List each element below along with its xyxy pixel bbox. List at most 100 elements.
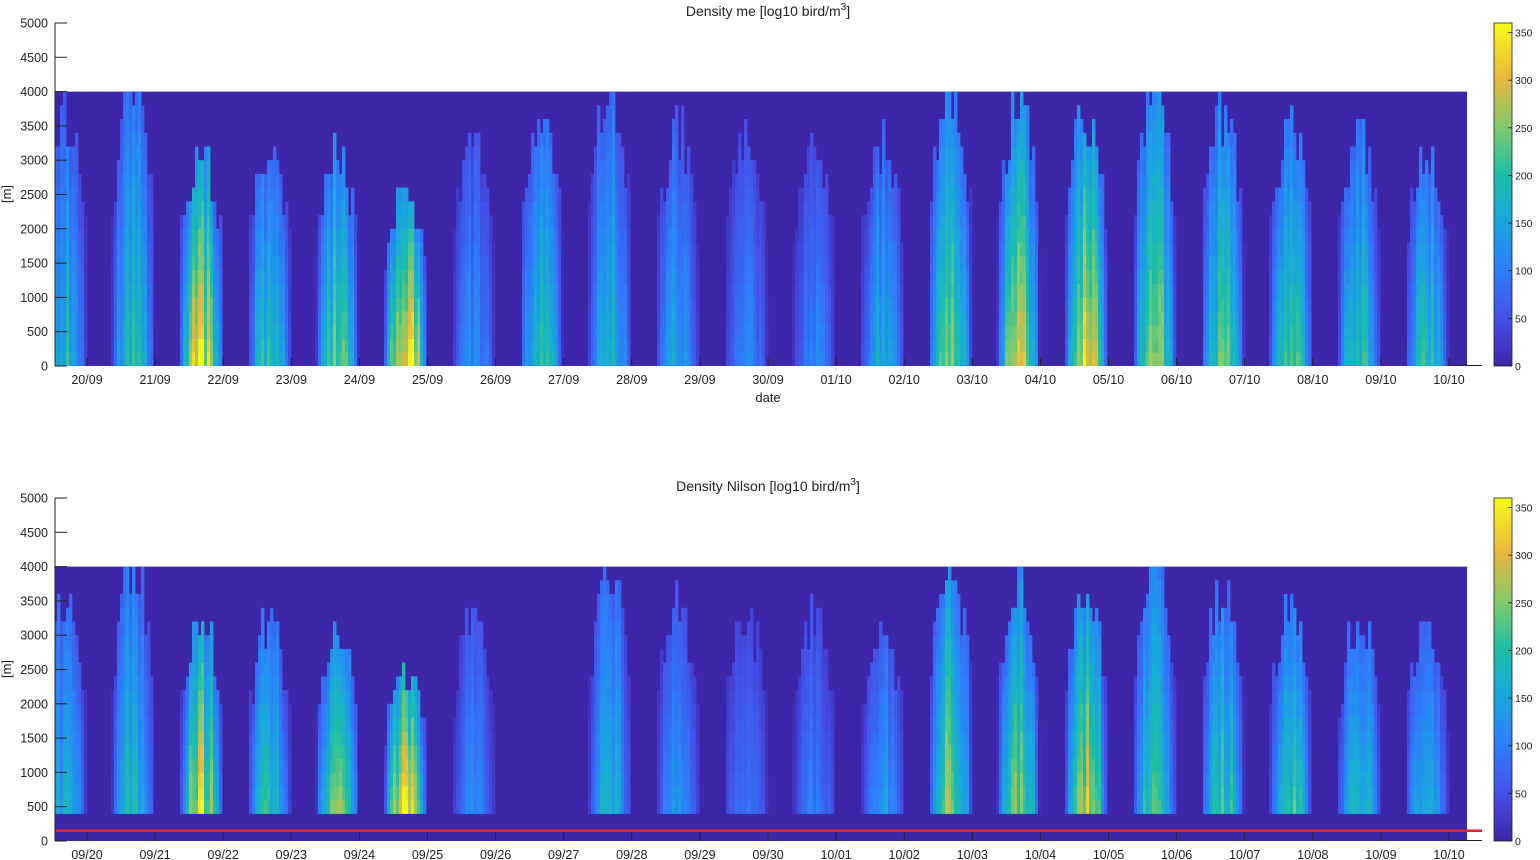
heatmap-cell [270, 187, 274, 202]
heatmap-cell [1341, 270, 1345, 285]
heatmap-cell [1218, 146, 1222, 161]
heatmap-cell [1014, 338, 1018, 353]
heatmap-cell [1233, 352, 1237, 366]
heatmap-cell [258, 731, 262, 746]
heatmap-cell [249, 352, 253, 366]
heatmap-cell [864, 270, 868, 285]
y-axis-label: [m] [0, 185, 14, 203]
heatmap-cell [60, 270, 64, 285]
heatmap-cell [1275, 201, 1279, 216]
heatmap-cell [954, 311, 958, 326]
heatmap-cell [867, 297, 871, 312]
heatmap-cell [864, 338, 868, 353]
heatmap-cell [471, 283, 475, 298]
heatmap-cell [207, 256, 211, 271]
heatmap-cell [939, 256, 943, 271]
heatmap-cell [198, 228, 202, 243]
heatmap-cell [549, 297, 553, 312]
heatmap-cell [477, 160, 481, 175]
heatmap-cell [549, 173, 553, 188]
heatmap-cell [1239, 352, 1243, 366]
heatmap-cell [942, 297, 946, 312]
heatmap-cell [1134, 338, 1138, 353]
heatmap-cell [114, 745, 118, 760]
heatmap-cell [342, 215, 346, 230]
heatmap-cell [189, 311, 193, 326]
heatmap-cell [675, 105, 679, 120]
heatmap-cell [261, 772, 265, 787]
heatmap-cell [810, 311, 814, 326]
heatmap-cell [477, 187, 481, 202]
heatmap-cell [117, 648, 121, 663]
heatmap-cell [531, 311, 535, 326]
heatmap-cell [894, 338, 898, 353]
heatmap-cell [732, 173, 736, 188]
heatmap-cell [1446, 283, 1450, 298]
heatmap-cell [669, 201, 673, 216]
heatmap-cell [351, 324, 355, 339]
heatmap-cell [528, 297, 532, 312]
heatmap-cell [1065, 256, 1069, 271]
heatmap-cell [1419, 228, 1423, 243]
heatmap-cell [531, 132, 535, 147]
heatmap-cell [1275, 297, 1279, 312]
heatmap-cell [1236, 283, 1240, 298]
heatmap-cell [1368, 215, 1372, 230]
heatmap-cell [1218, 256, 1222, 271]
heatmap-cell [1305, 201, 1309, 216]
heatmap-cell [696, 297, 700, 312]
heatmap-cell [828, 324, 832, 339]
heatmap-cell [1143, 160, 1147, 175]
heatmap-cell [1416, 228, 1420, 243]
heatmap-cell [663, 215, 667, 230]
heatmap-cell [1089, 270, 1093, 285]
heatmap-cell [267, 676, 271, 691]
heatmap-cell [996, 242, 1000, 257]
heatmap-cell [135, 228, 139, 243]
heatmap-cell [1071, 324, 1075, 339]
heatmap-cell [354, 352, 358, 366]
heatmap-cell [762, 228, 766, 243]
heatmap-cell [55, 676, 58, 691]
heatmap-cell [525, 338, 529, 353]
heatmap-cell [1149, 160, 1153, 175]
heatmap-cell [558, 215, 562, 230]
heatmap-cell [1086, 256, 1090, 271]
heatmap-cell [1239, 283, 1243, 298]
heatmap-cell [483, 228, 487, 243]
heatmap-cell [735, 352, 739, 366]
heatmap-cell [657, 215, 661, 230]
heatmap-cell [1167, 160, 1171, 175]
heatmap-cell [1446, 256, 1450, 271]
heatmap-cell [555, 201, 559, 216]
heatmap-cell [276, 635, 280, 650]
heatmap-cell [1005, 187, 1009, 202]
heatmap-cell [1446, 270, 1450, 285]
heatmap-cell [1089, 297, 1093, 312]
heatmap-cell [828, 256, 832, 271]
heatmap-cell [183, 283, 187, 298]
heatmap-cell [1230, 256, 1234, 271]
heatmap-cell [55, 786, 58, 801]
heatmap-cell [693, 283, 697, 298]
heatmap-cell [591, 215, 595, 230]
heatmap-cell [267, 215, 271, 230]
heatmap-cell [1146, 297, 1150, 312]
heatmap-cell [114, 717, 118, 732]
heatmap-cell [327, 338, 331, 353]
heatmap-cell [180, 772, 184, 787]
heatmap-cell [1137, 338, 1141, 353]
heatmap-cell [333, 352, 337, 366]
heatmap-cell [1104, 311, 1108, 326]
heatmap-cell [285, 283, 289, 298]
heatmap-cell [1362, 242, 1366, 257]
heatmap-cell [1431, 297, 1435, 312]
heatmap-cell [111, 242, 115, 257]
heatmap-cell [1287, 270, 1291, 285]
heatmap-cell [147, 758, 151, 773]
heatmap-cell [537, 242, 541, 257]
heatmap-cell [459, 215, 463, 230]
heatmap-cell [324, 352, 328, 366]
heatmap-cell [1443, 270, 1447, 285]
heatmap-cell [735, 187, 739, 202]
